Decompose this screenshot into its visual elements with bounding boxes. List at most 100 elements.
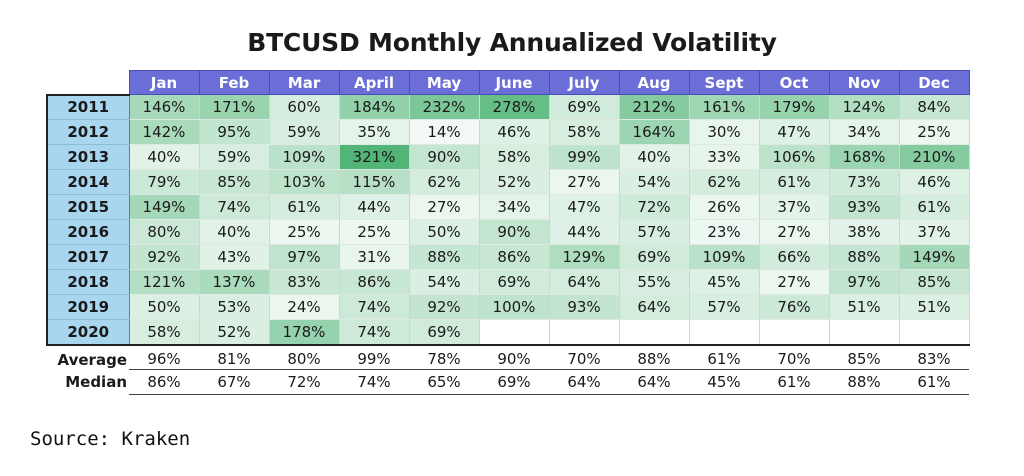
volatility-cell: 232%	[408, 94, 480, 120]
volatility-cell: 58%	[548, 119, 620, 145]
summary-cell: 70%	[549, 344, 619, 370]
volatility-cell: 62%	[688, 169, 760, 195]
volatility-cell: 69%	[548, 94, 620, 120]
volatility-cell	[758, 319, 830, 346]
volatility-cell: 149%	[898, 244, 970, 270]
table-body: 2011 146% 171% 60% 184% 232% 278% 69% 212% 161% 17…	[46, 93, 970, 395]
summary-label: Average	[47, 344, 129, 370]
summary-cell: 81%	[199, 344, 269, 370]
volatility-cell: 212%	[618, 94, 690, 120]
summary-cell: 61%	[899, 369, 969, 395]
table-row: 2014 79% 85% 103% 115% 62% 52% 27% 54% 62% 61% 73% 4…	[46, 169, 970, 195]
volatility-cell: 106%	[758, 144, 830, 170]
volatility-cell: 161%	[688, 94, 760, 120]
volatility-cell: 35%	[338, 119, 410, 145]
volatility-cell: 179%	[758, 94, 830, 120]
volatility-cell: 34%	[478, 194, 550, 220]
volatility-cell: 27%	[758, 269, 830, 295]
table-row: 2018 121% 137% 83% 86% 54% 69% 64% 55% 45% 27% 97% 8…	[46, 269, 970, 295]
summary-cell: 86%	[129, 369, 199, 395]
summary-cell: 99%	[339, 344, 409, 370]
volatility-cell: 60%	[268, 94, 340, 120]
volatility-cell: 171%	[198, 94, 270, 120]
volatility-cell: 47%	[548, 194, 620, 220]
volatility-cell: 51%	[898, 294, 970, 320]
volatility-cell: 57%	[618, 219, 690, 245]
summary-cell: 80%	[269, 344, 339, 370]
summary-row-median: Median 86% 67% 72% 74% 65% 69% 64% 64% 45% 61% 88% 6…	[47, 369, 969, 395]
volatility-cell	[548, 319, 620, 346]
summary-cell: 70%	[759, 344, 829, 370]
volatility-cell: 57%	[688, 294, 760, 320]
volatility-cell: 85%	[898, 269, 970, 295]
volatility-cell: 51%	[828, 294, 900, 320]
volatility-table: Jan Feb Mar April May June July Aug Sept Oct Nov De…	[46, 70, 970, 395]
table-row: 2017 92% 43% 97% 31% 88% 86% 129% 69% 109% 66% 88% 1…	[46, 244, 970, 270]
volatility-cell: 86%	[338, 269, 410, 295]
volatility-cell	[688, 319, 760, 346]
volatility-cell: 129%	[548, 244, 620, 270]
volatility-cell: 92%	[408, 294, 480, 320]
volatility-cell: 90%	[478, 219, 550, 245]
volatility-cell: 74%	[338, 294, 410, 320]
volatility-cell: 73%	[828, 169, 900, 195]
summary-cell: 78%	[409, 344, 479, 370]
month-header-aug: Aug	[618, 70, 690, 95]
year-label: 2013	[46, 144, 130, 170]
month-header-april: April	[338, 70, 410, 95]
volatility-cell	[828, 319, 900, 346]
volatility-cell: 47%	[758, 119, 830, 145]
volatility-cell: 45%	[688, 269, 760, 295]
volatility-cell: 88%	[408, 244, 480, 270]
volatility-cell: 25%	[338, 219, 410, 245]
month-header-feb: Feb	[198, 70, 270, 95]
summary-cell: 74%	[339, 369, 409, 395]
volatility-cell: 321%	[338, 144, 410, 170]
volatility-cell: 142%	[128, 119, 200, 145]
volatility-cell	[898, 319, 970, 346]
year-label: 2015	[46, 194, 130, 220]
volatility-cell	[618, 319, 690, 346]
volatility-cell: 178%	[268, 319, 340, 346]
volatility-cell: 24%	[268, 294, 340, 320]
volatility-cell: 38%	[828, 219, 900, 245]
chart-title: BTCUSD Monthly Annualized Volatility	[247, 28, 777, 57]
volatility-cell: 115%	[338, 169, 410, 195]
volatility-cell: 31%	[338, 244, 410, 270]
table-row: 2011 146% 171% 60% 184% 232% 278% 69% 212% 161% 17…	[46, 93, 970, 120]
volatility-cell: 109%	[268, 144, 340, 170]
volatility-cell: 74%	[198, 194, 270, 220]
volatility-cell: 53%	[198, 294, 270, 320]
volatility-cell: 64%	[618, 294, 690, 320]
volatility-cell: 72%	[618, 194, 690, 220]
summary-row-average: Average 96% 81% 80% 99% 78% 90% 70% 88% 61% 70% 85%…	[47, 344, 969, 370]
summary-cell: 45%	[689, 369, 759, 395]
volatility-cell: 61%	[898, 194, 970, 220]
volatility-cell: 61%	[758, 169, 830, 195]
volatility-cell: 74%	[338, 319, 410, 346]
volatility-cell: 164%	[618, 119, 690, 145]
volatility-cell: 37%	[898, 219, 970, 245]
volatility-cell: 69%	[408, 319, 480, 346]
volatility-cell: 27%	[548, 169, 620, 195]
volatility-cell: 86%	[478, 244, 550, 270]
volatility-cell: 27%	[408, 194, 480, 220]
year-label: 2019	[46, 294, 130, 320]
volatility-cell: 23%	[688, 219, 760, 245]
volatility-cell: 27%	[758, 219, 830, 245]
month-header-row: Jan Feb Mar April May June July Aug Sept Oct Nov De…	[47, 70, 970, 95]
year-label: 2020	[46, 319, 130, 346]
year-label: 2018	[46, 269, 130, 295]
volatility-cell: 103%	[268, 169, 340, 195]
volatility-cell: 61%	[268, 194, 340, 220]
volatility-cell: 59%	[198, 144, 270, 170]
volatility-cell: 58%	[478, 144, 550, 170]
volatility-cell: 46%	[478, 119, 550, 145]
volatility-cell: 88%	[828, 244, 900, 270]
volatility-cell: 26%	[688, 194, 760, 220]
volatility-cell: 278%	[478, 94, 550, 120]
volatility-cell: 97%	[268, 244, 340, 270]
volatility-cell: 168%	[828, 144, 900, 170]
summary-cell: 96%	[129, 344, 199, 370]
month-header-jan: Jan	[128, 70, 200, 95]
